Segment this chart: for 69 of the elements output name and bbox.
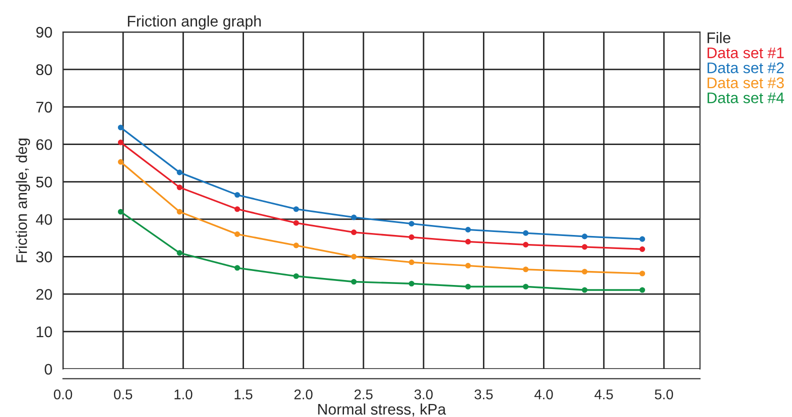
y-tick-label: 70 bbox=[36, 102, 52, 113]
y-tick-label: 0 bbox=[44, 364, 52, 375]
text: Data set #1 bbox=[708, 48, 784, 58]
point bbox=[176, 184, 182, 190]
point bbox=[408, 234, 414, 240]
point bbox=[176, 170, 182, 176]
y-tick-label: 40 bbox=[36, 214, 52, 225]
point bbox=[640, 270, 646, 276]
x-tick-label: 4.5 bbox=[594, 390, 613, 400]
point bbox=[582, 234, 588, 240]
point bbox=[522, 284, 529, 290]
point bbox=[176, 208, 182, 215]
point bbox=[465, 238, 471, 244]
point bbox=[408, 280, 414, 286]
x-tick-label: 5.0 bbox=[654, 390, 674, 400]
text: Data set #3 bbox=[708, 77, 784, 88]
point bbox=[640, 236, 646, 242]
x-tick-label: 0.5 bbox=[114, 390, 132, 400]
point bbox=[293, 220, 299, 226]
y-tick-label: 50 bbox=[36, 176, 52, 188]
point bbox=[293, 273, 299, 279]
point bbox=[408, 220, 414, 226]
point bbox=[582, 287, 588, 293]
y-tick-label: 30 bbox=[36, 252, 52, 262]
point bbox=[582, 244, 588, 250]
y-tick-label: 90 bbox=[36, 26, 52, 38]
point bbox=[234, 265, 240, 271]
y-axis-title: Friction angle, deg bbox=[16, 138, 30, 262]
legend-title: File bbox=[708, 32, 730, 44]
text: Data set #4 bbox=[708, 92, 784, 104]
point bbox=[234, 192, 240, 198]
point bbox=[118, 140, 124, 146]
x-tick-label: 2.0 bbox=[294, 390, 312, 400]
y-tick-label: 60 bbox=[36, 139, 52, 150]
point bbox=[582, 268, 588, 274]
point bbox=[293, 206, 299, 212]
point bbox=[118, 159, 124, 165]
point bbox=[408, 260, 414, 266]
point bbox=[351, 214, 357, 220]
y-tick-label: 10 bbox=[36, 326, 52, 338]
point bbox=[293, 242, 299, 248]
point bbox=[176, 250, 182, 256]
point bbox=[351, 278, 357, 285]
point bbox=[640, 287, 646, 293]
point bbox=[640, 246, 646, 252]
point bbox=[351, 230, 357, 236]
x-tick-label: 1.5 bbox=[234, 390, 252, 400]
x-tick-label: 3.0 bbox=[414, 390, 433, 400]
x-tick-label: 2.5 bbox=[354, 390, 373, 400]
x-tick-label: 3.5 bbox=[474, 390, 493, 400]
point bbox=[234, 231, 240, 237]
y-tick-label: 20 bbox=[36, 288, 52, 300]
point bbox=[522, 266, 529, 272]
text: Data set #2 bbox=[708, 62, 784, 74]
point bbox=[118, 208, 124, 215]
point bbox=[522, 230, 529, 236]
point bbox=[465, 226, 471, 232]
chart-title: Friction angle graph bbox=[128, 15, 261, 30]
x-tick-label: 1.0 bbox=[174, 390, 192, 400]
point bbox=[234, 206, 240, 212]
point bbox=[351, 254, 357, 260]
x-tick-label: 4.0 bbox=[534, 390, 553, 400]
point bbox=[118, 124, 124, 130]
x-axis-title: Normal stress, kPa bbox=[318, 403, 446, 416]
point bbox=[522, 242, 529, 248]
point bbox=[465, 284, 471, 290]
x-tick-label: 0.0 bbox=[54, 390, 72, 400]
point bbox=[465, 262, 471, 268]
y-tick-label: 80 bbox=[36, 64, 52, 76]
